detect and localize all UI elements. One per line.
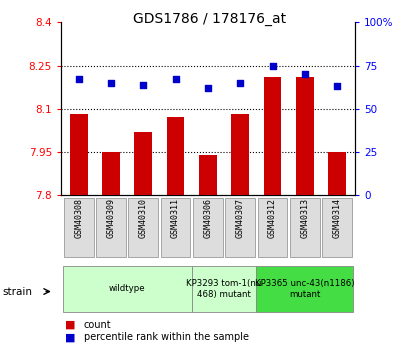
Point [75, 77, 82, 82]
Point [205, 85, 211, 91]
Text: GSM40306: GSM40306 [203, 198, 213, 238]
Bar [134, 132, 152, 195]
Text: count: count [84, 320, 112, 330]
Bar [231, 115, 249, 195]
Text: GSM40314: GSM40314 [333, 198, 341, 238]
Text: KP3293 tom-1(nu
468) mutant: KP3293 tom-1(nu 468) mutant [186, 279, 262, 299]
FancyBboxPatch shape [192, 266, 256, 312]
FancyBboxPatch shape [290, 198, 320, 257]
Text: GSM40308: GSM40308 [74, 198, 83, 238]
FancyBboxPatch shape [193, 198, 223, 257]
Bar [102, 152, 120, 195]
Text: strain: strain [2, 287, 32, 296]
Bar [296, 77, 314, 195]
Point [172, 77, 179, 82]
Text: percentile rank within the sample: percentile rank within the sample [84, 333, 249, 342]
Text: ■: ■ [65, 320, 76, 330]
Point [237, 80, 244, 86]
FancyBboxPatch shape [226, 198, 255, 257]
FancyBboxPatch shape [64, 198, 94, 257]
Point [108, 80, 114, 86]
Bar [328, 152, 346, 195]
Text: GSM40310: GSM40310 [139, 198, 148, 238]
FancyBboxPatch shape [322, 198, 352, 257]
Text: GSM40309: GSM40309 [107, 198, 116, 238]
Point [302, 71, 308, 77]
Text: GDS1786 / 178176_at: GDS1786 / 178176_at [134, 12, 286, 26]
Bar [199, 155, 217, 195]
Text: GSM40311: GSM40311 [171, 198, 180, 238]
FancyBboxPatch shape [129, 198, 158, 257]
Text: ■: ■ [65, 333, 76, 342]
Text: GSM40313: GSM40313 [300, 198, 309, 238]
Point [334, 83, 341, 89]
FancyBboxPatch shape [63, 266, 192, 312]
FancyBboxPatch shape [256, 266, 353, 312]
Point [140, 82, 147, 87]
Bar [264, 77, 281, 195]
Text: GSM40312: GSM40312 [268, 198, 277, 238]
Point [269, 63, 276, 68]
FancyBboxPatch shape [96, 198, 126, 257]
Text: wildtype: wildtype [109, 284, 145, 294]
Bar [70, 115, 87, 195]
Text: KP3365 unc-43(n1186)
mutant: KP3365 unc-43(n1186) mutant [255, 279, 354, 299]
FancyBboxPatch shape [161, 198, 190, 257]
Bar [167, 117, 184, 195]
FancyBboxPatch shape [257, 198, 287, 257]
Text: GSM40307: GSM40307 [236, 198, 245, 238]
